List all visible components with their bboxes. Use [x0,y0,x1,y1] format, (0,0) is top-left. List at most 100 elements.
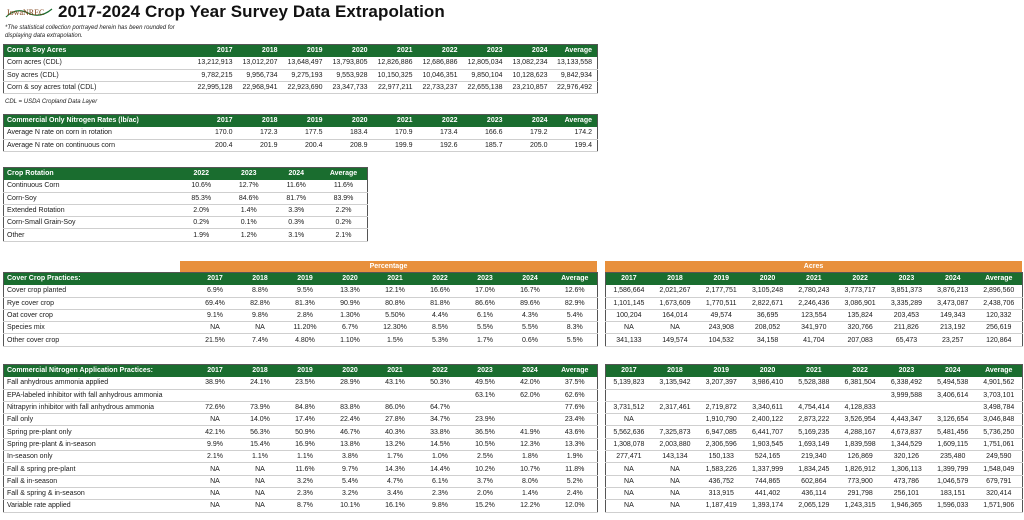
cell-value: NA [237,499,283,513]
cell-value: 3,731,512 [605,401,652,415]
column-header: 2020 [744,272,791,285]
column-header: 2024 [507,364,553,377]
table-row: Species mix NA NA 11.20% 6.7% 12.30% 8.5% 5.5% 5… [3,321,598,335]
cell-value: 9,553,928 [327,69,373,82]
cell-value: 12.6% [552,284,598,298]
column-header: 2024 [929,364,976,377]
cell-value: 243,908 [698,321,745,335]
cell-value: 208,052 [744,321,791,335]
column-header: Average [552,44,598,57]
cell-value: 9.5% [282,284,328,298]
cell-value: 1,946,365 [883,499,930,513]
cell-value: 4.4% [417,309,463,323]
cell-value: NA [605,462,652,476]
cell-value: 56.3% [237,425,283,439]
cell-value: 3,876,213 [929,284,976,298]
cell-value: 3,498,784 [975,401,1023,415]
table-row: EPA-labeled inhibitor with fall anhydrou… [3,389,598,402]
cell-value: 1.4% [225,204,273,218]
column-header: 2024 [507,44,553,57]
row-label: Fall only [3,413,193,427]
cell-value: 23,257 [929,333,976,347]
cell-value: 3,086,901 [836,297,884,310]
row-label: Fall & spring & in-season [3,487,193,501]
cell-value: 341,970 [790,321,837,335]
cell-value: 12,686,886 [417,56,463,70]
section-title: Cover Crop Practices: [3,272,193,285]
table-row: NA NA 313,915 441,402 436,114 291,798 256,101 1… [605,487,1023,501]
cell-value: 11.6% [282,462,328,476]
cell-value: 3.4% [372,487,418,501]
cell-value: 1,693,149 [790,438,837,452]
cell-value: NA [192,462,238,476]
cell-value: 12.2% [507,499,553,513]
cell-value: 8.5% [417,321,463,335]
cell-value: 22,968,941 [237,81,283,95]
cell-value [651,413,699,427]
table-row: Fall & in-season NA NA 3.2% 5.4% 4.7% 6.1% 3.7%… [3,475,598,488]
cell-value: 13.3% [552,438,598,452]
cell-value: 2.8% [282,309,328,323]
cell-value: 3.8% [327,450,373,464]
table-row: NA NA 1,187,419 1,393,174 2,065,129 1,243,315… [605,499,1023,513]
table-row: NA NA 1,583,226 1,337,999 1,834,245 1,826,912… [605,462,1023,476]
cell-value: 6,381,504 [836,376,884,390]
row-label: Fall & in-season [3,475,193,488]
cell-value: 679,791 [975,475,1023,488]
cell-value: 82.9% [552,297,598,310]
cell-value: 524,165 [744,450,791,464]
header-row: Cover Crop Practices: 2017 2018 2019 2020 202… [3,272,598,285]
cell-value: 1.7% [372,450,418,464]
column-header: 2023 [462,114,508,127]
nitrogen-application-table: Commercial Nitrogen Application Practice… [3,364,598,513]
table-row: 5,139,823 3,135,942 3,207,397 3,986,410 5,52… [605,376,1023,390]
cell-value: 320,126 [883,450,930,464]
cell-value: 12.0% [552,499,598,513]
column-header: 2017 [192,364,238,377]
table-row: Spring pre-plant & in-season 9.9% 15.4% 16.… [3,438,598,452]
cell-value: 13.8% [327,438,373,452]
cell-value: 6,441,707 [744,425,791,439]
cell-value: 1.8% [507,450,553,464]
cell-value: NA [651,462,699,476]
cell-value: 183.4 [327,126,373,140]
column-header: Average [552,114,598,127]
cell-value: 5.3% [417,333,463,347]
cell-value: 10,128,623 [507,69,553,82]
row-label: Average N rate on corn in rotation [3,126,193,140]
cell-value: 205.0 [507,139,553,152]
cell-value: 0.6% [507,333,553,347]
cell-value: 14.0% [237,413,283,427]
cell-value: 17.0% [462,284,508,298]
cell-value: 16.6% [417,284,463,298]
column-header: 2019 [282,272,328,285]
table-row: NA NA 436,752 744,865 602,864 773,900 473,786 1… [605,475,1023,488]
cell-value: 173.4 [417,126,463,140]
cell-value: 6,338,492 [883,376,930,390]
column-header: Average [975,364,1023,377]
cell-value: 3,340,611 [744,401,791,415]
cell-value: 17.4% [282,413,328,427]
table-row: 3,999,588 3,406,614 3,703,101 [605,389,1023,402]
cell-value: 23,347,733 [327,81,373,95]
cell-value: 3,851,373 [883,284,930,298]
cell-value: 4,128,833 [836,401,884,415]
cell-value: 2,780,243 [790,284,837,298]
cell-value: 65,473 [883,333,930,347]
cell-value: 2,822,671 [744,297,791,310]
table-row: NA NA 243,908 208,052 341,970 320,766 211,826 2… [605,321,1023,335]
table-row: Rye cover crop 69.4% 82.8% 81.3% 90.9% 80.8% 8… [3,297,598,310]
cell-value: 6.1% [462,309,508,323]
section-title: Commercial Only Nitrogen Rates (lb/ac) [3,114,193,127]
cell-value: 80.8% [372,297,418,310]
cell-value: 89.6% [507,297,553,310]
cell-value: 64.7% [417,401,463,415]
cell-value: 1.10% [327,333,373,347]
cell-value: 201.9 [237,139,283,152]
cell-value: 69.4% [192,297,238,310]
cell-value: 1.4% [507,487,553,501]
column-header: 2022 [836,272,884,285]
cell-value: 22,995,128 [192,81,238,95]
cell-value: 84.8% [282,401,328,415]
cell-value: 164,014 [651,309,699,323]
